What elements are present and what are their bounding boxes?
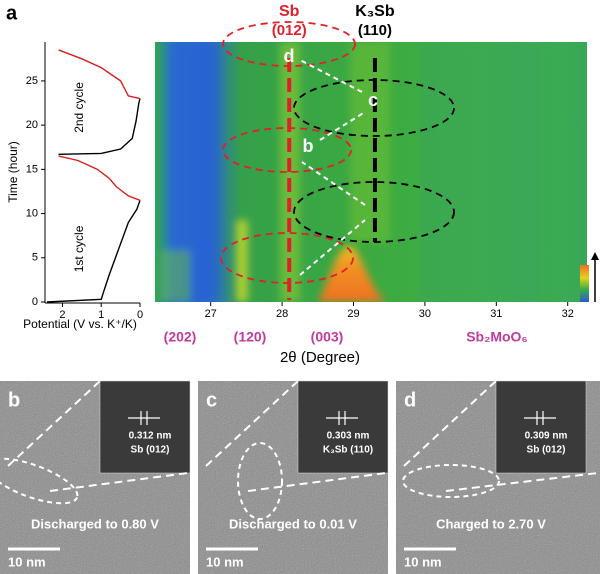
tem-label: d [404,389,416,411]
peak-index: (012) [272,22,307,39]
y-tick-label: 20 [26,119,38,131]
phase-label: (202) [164,329,197,345]
boundary-lines [205,380,387,492]
y-tick-label: 0 [32,296,38,308]
peak-label: K₃Sb [355,3,395,20]
lattice-phase: K₃Sb (110) [323,445,373,456]
voltage-curve [58,49,141,100]
x-tick-label: 31 [490,308,502,320]
tem-inset [99,380,191,474]
spacing-marks [326,411,358,425]
lattice-phase: Sb (012) [131,445,170,456]
heatmap [155,42,587,302]
phase-label: Sb₂MoO₆ [466,329,528,345]
tem-image: c 0.303 nm K₃Sb (110) Discharged to 0.01 V 1… [198,380,389,574]
y-axis-title: Time (hour) [6,141,20,203]
color-bar [580,265,589,302]
x-tick-label: 0 [137,309,143,321]
tem-caption: Charged to 2.70 V [436,516,546,531]
x-tick-label: 32 [562,308,574,320]
scale-bar-label: 10 nm [206,554,244,569]
lattice-phase: Sb (012) [527,445,566,456]
voltage-curve [58,155,141,201]
x-tick-label: 29 [347,308,359,320]
tem-inset [297,380,389,474]
panel-label: a [6,2,18,24]
x-tick-label: 2 [59,309,65,321]
voltage-curve [46,200,141,303]
y-tick-label: 15 [26,163,38,175]
stage-marker: d [284,46,295,66]
lattice-spacing: 0.312 nm [129,431,172,442]
x-tick-label: 27 [205,308,217,320]
lattice-spacing: 0.303 nm [327,431,370,442]
voltage-curve [58,98,141,156]
tem-label: c [206,389,217,411]
x-tick-label: 30 [419,308,431,320]
tem-inset [495,380,587,474]
stage-marker: c [368,90,378,110]
boundary-lines [7,380,189,492]
peak-index: (110) [358,22,392,39]
x-tick-label: 28 [276,308,288,320]
stage-marker: b [303,136,314,156]
scale-bar-label: 10 nm [404,554,442,569]
path-arrows [299,59,366,276]
crystal-region [0,457,79,505]
tem-image: b 0.312 nm Sb (012) Discharged to 0.80 V 10 … [0,380,191,574]
x-tick-label: 1 [98,309,104,321]
tem-label: b [8,389,20,411]
lattice-spacing: 0.309 nm [525,431,568,442]
spacing-marks [128,411,160,425]
time-arrow-head [591,252,599,260]
y-tick-label: 25 [26,75,38,87]
boundary-lines [403,380,599,492]
heatmap-peak [318,245,385,302]
scale-bar-label: 10 nm [8,554,46,569]
x-axis-title: 2θ (Degree) [280,349,360,366]
crystal-region [402,464,500,498]
tem-image: d 0.309 nm Sb (012) Charged to 2.70 V 10 nm [396,380,600,574]
spacing-marks [524,411,556,425]
tem-caption: Discharged to 0.80 V [31,516,159,531]
phase-label: (003) [311,329,344,345]
tem-caption: Discharged to 0.01 V [229,516,357,531]
y-tick-label: 10 [26,207,38,219]
heatmap-texture [160,42,540,302]
y-tick-label: 5 [32,252,38,264]
peak-label: Sb [279,3,300,20]
x-axis-title: Potential (V vs. K⁺/K) [23,317,137,331]
cycle-label: 1st cycle [72,225,86,272]
phase-label: (120) [234,329,267,345]
cycle-label: 2nd cycle [72,82,86,133]
crystal-region [237,442,283,520]
